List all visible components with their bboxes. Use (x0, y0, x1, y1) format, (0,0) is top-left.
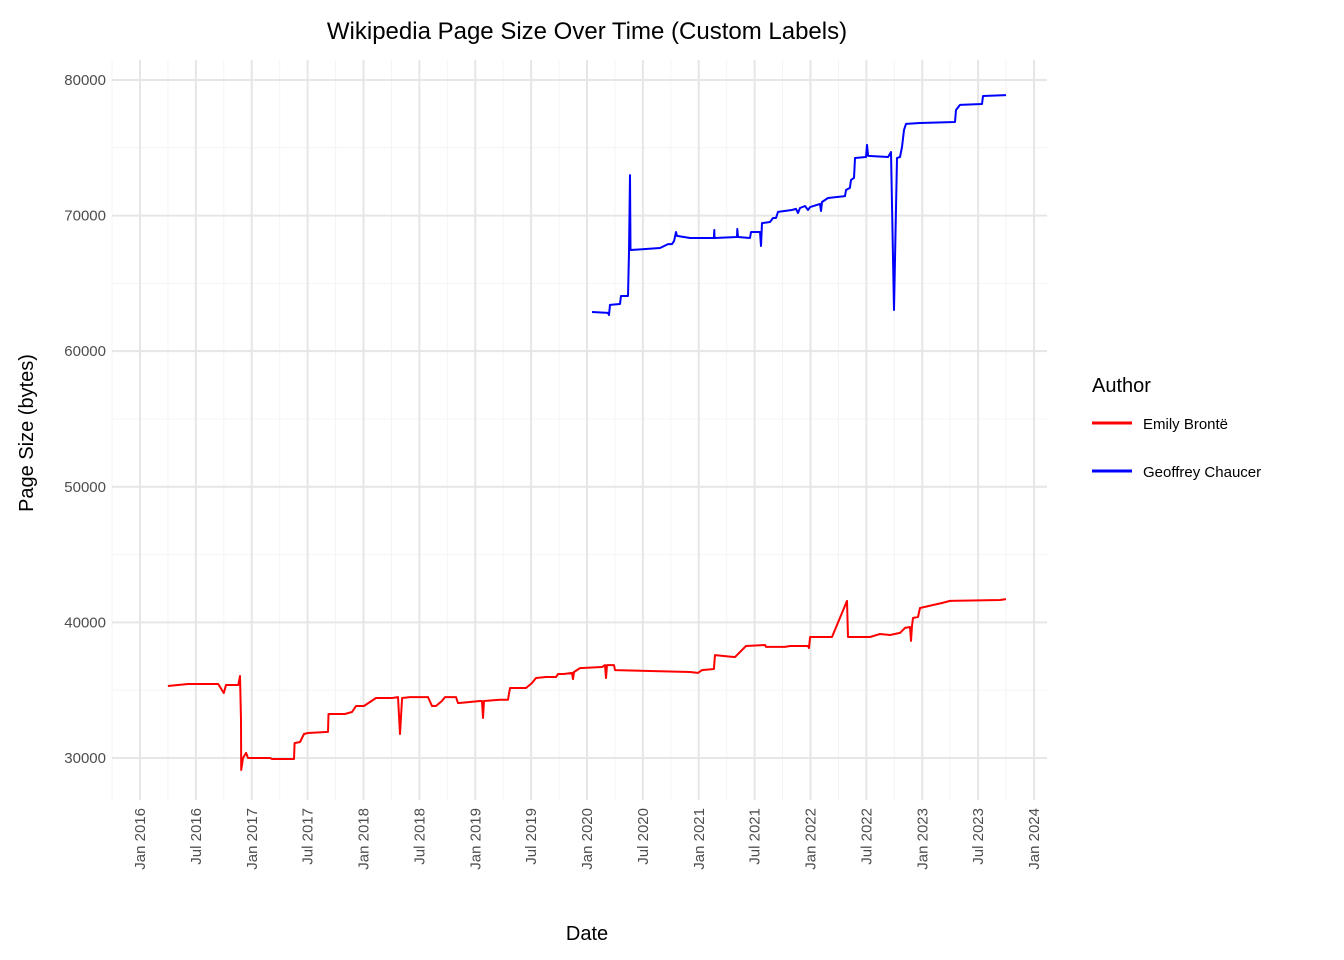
x-tick-label: Jul 2021 (747, 808, 764, 865)
y-tick-label: 30000 (64, 750, 106, 767)
legend-title: Author (1092, 375, 1151, 397)
legend-item-label: Geoffrey Chaucer (1143, 464, 1261, 481)
x-axis-ticks: Jan 2016 Jul 2016 Jan 2017 Jul 2017 Jan 2018… (132, 808, 1043, 870)
y-tick-label: 60000 (64, 343, 106, 360)
x-tick-label: Jul 2023 (970, 808, 987, 865)
y-tick-label: 40000 (64, 614, 106, 631)
series-line-emily-bront- (167, 598, 1007, 771)
x-tick-label: Jan 2023 (914, 808, 931, 870)
legend-item-label: Emily Brontë (1143, 416, 1228, 433)
x-tick-label: Jan 2019 (467, 808, 484, 870)
x-tick-label: Jan 2024 (1026, 808, 1043, 870)
y-tick-label: 50000 (64, 479, 106, 496)
series-lines (167, 94, 1007, 771)
series-line-geoffrey-chaucer (591, 94, 1007, 316)
legend: Author Emily Brontë Geoffrey Chaucer (1092, 375, 1261, 481)
x-tick-label: Jan 2016 (132, 808, 149, 870)
y-tick-label: 70000 (64, 208, 106, 225)
x-tick-label: Jan 2017 (244, 808, 261, 870)
y-tick-label: 80000 (64, 72, 106, 89)
grid (111, 60, 1047, 800)
y-axis-label: Page Size (bytes) (16, 354, 38, 512)
x-tick-label: Jan 2021 (691, 808, 708, 870)
x-tick-label: Jul 2020 (635, 808, 652, 865)
x-tick-label: Jul 2018 (411, 808, 428, 865)
y-axis-ticks: 30000 40000 50000 60000 70000 80000 (64, 72, 106, 767)
x-tick-label: Jul 2017 (300, 808, 317, 865)
x-tick-label: Jan 2022 (803, 808, 820, 870)
x-axis-label: Date (566, 923, 608, 945)
chart-title: Wikipedia Page Size Over Time (Custom La… (327, 18, 847, 45)
x-tick-label: Jul 2016 (188, 808, 205, 865)
x-tick-label: Jul 2019 (523, 808, 540, 865)
x-tick-label: Jan 2020 (579, 808, 596, 870)
x-tick-label: Jan 2018 (356, 808, 373, 870)
x-tick-label: Jul 2022 (858, 808, 875, 865)
